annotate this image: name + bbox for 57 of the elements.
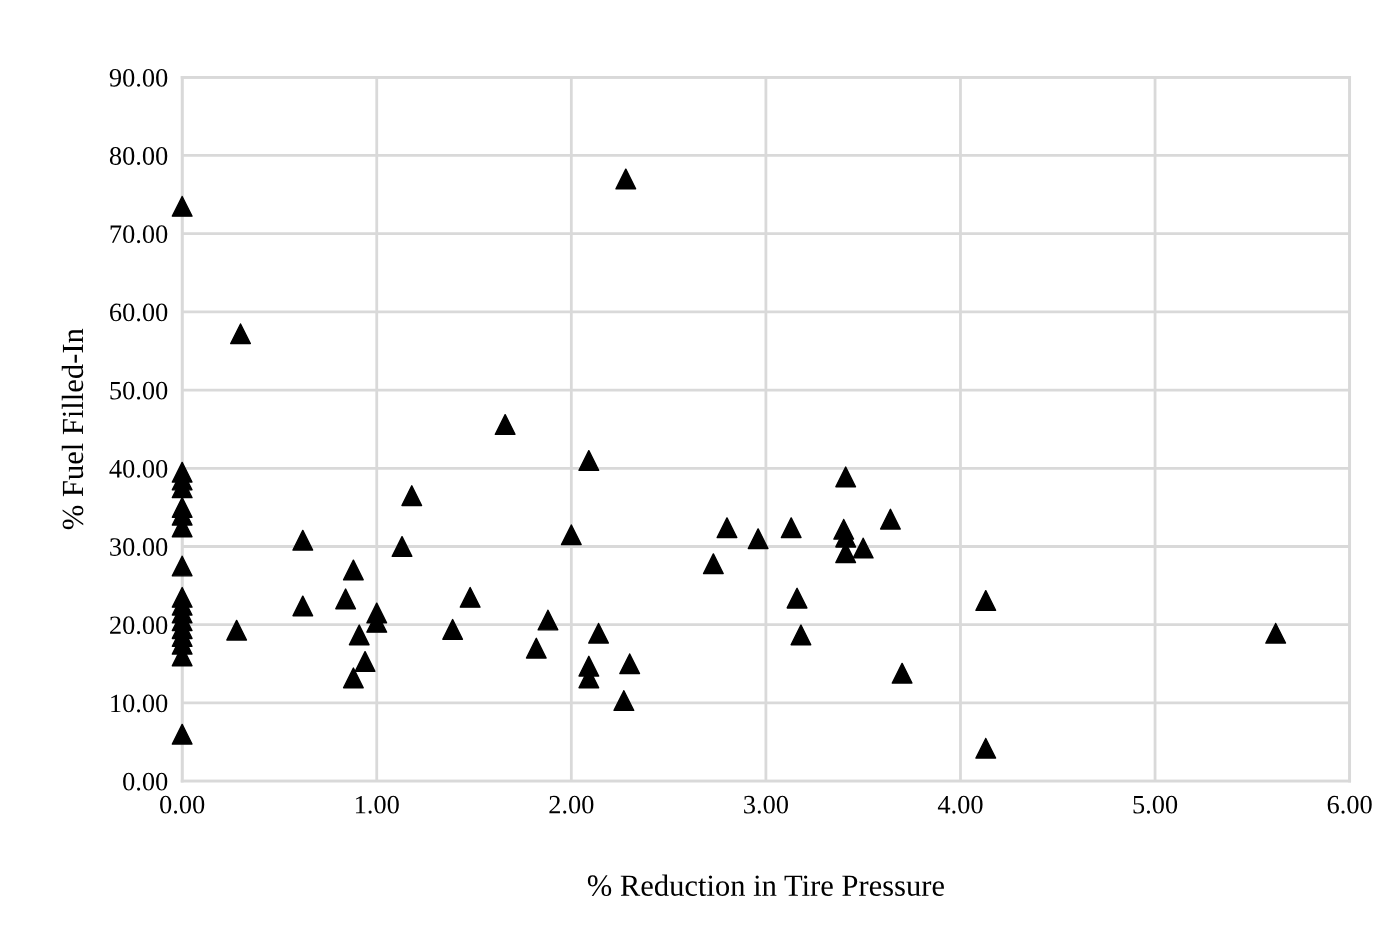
point xyxy=(230,323,252,345)
point xyxy=(578,449,600,471)
x-tick-label: 4.00 xyxy=(937,795,983,814)
point xyxy=(401,485,423,507)
point xyxy=(171,195,193,217)
point xyxy=(354,650,376,672)
point xyxy=(342,667,364,689)
point xyxy=(494,413,516,436)
point xyxy=(537,609,559,631)
point xyxy=(891,662,913,684)
x-tick-label: 1.00 xyxy=(355,795,399,814)
y-tick-label: 90.00 xyxy=(109,68,168,87)
y-axis-title: % Fuel Filled-In xyxy=(61,328,84,530)
x-axis-title: % Reduction in Tire Pressure xyxy=(587,874,944,897)
y-tick-label: 0.00 xyxy=(123,772,168,791)
point xyxy=(786,587,808,609)
point xyxy=(615,168,637,190)
point xyxy=(975,737,997,759)
point xyxy=(348,624,370,646)
point xyxy=(588,622,610,644)
point xyxy=(747,528,769,550)
x-tick-label: 6.00 xyxy=(1327,795,1372,814)
point xyxy=(226,619,248,641)
point xyxy=(171,555,193,577)
point xyxy=(852,537,874,559)
y-tick-label: 50.00 xyxy=(110,381,168,400)
point xyxy=(613,690,635,712)
point xyxy=(702,553,724,575)
x-tick-label: 2.00 xyxy=(549,795,594,814)
point xyxy=(391,535,413,558)
point xyxy=(1265,622,1287,644)
y-tick-label: 30.00 xyxy=(110,538,168,557)
x-tick-label: 5.00 xyxy=(1133,795,1178,814)
point xyxy=(342,559,364,581)
x-tick-label: 3.00 xyxy=(744,795,788,814)
point xyxy=(525,637,547,659)
point xyxy=(560,524,582,546)
point xyxy=(716,517,738,539)
y-tick-label: 70.00 xyxy=(110,225,168,244)
y-tick-label: 60.00 xyxy=(110,303,168,322)
y-tick-label: 40.00 xyxy=(109,459,168,478)
y-tick-label: 20.00 xyxy=(110,616,168,635)
point xyxy=(459,586,481,608)
point xyxy=(171,723,193,745)
point xyxy=(780,517,802,539)
point xyxy=(442,618,464,640)
point xyxy=(835,466,857,488)
y-tick-label: 80.00 xyxy=(109,147,168,166)
point xyxy=(790,624,812,646)
point xyxy=(292,595,314,617)
point xyxy=(975,589,997,611)
y-tick-label: 10.00 xyxy=(111,694,168,713)
point xyxy=(619,653,641,675)
point xyxy=(335,588,357,610)
x-tick-label: 0.00 xyxy=(160,795,205,814)
point xyxy=(292,529,314,551)
point xyxy=(879,508,901,530)
